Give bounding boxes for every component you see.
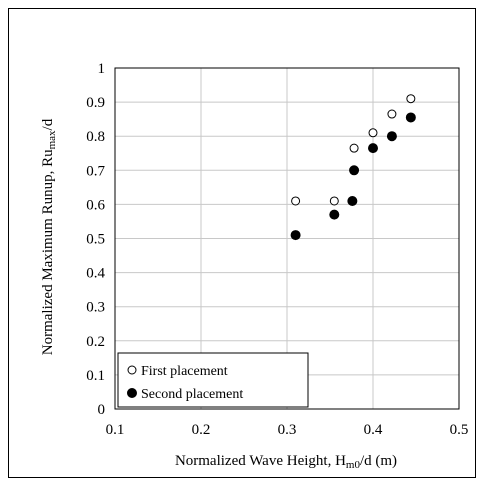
- x-tick-label: 0.5: [450, 422, 469, 438]
- y-tick-label: 0.3: [86, 300, 105, 316]
- legend: First placement Second placement: [117, 352, 309, 408]
- x-tick-label: 0.4: [364, 422, 383, 438]
- data-point-second-placement: [405, 112, 416, 123]
- legend-box: [117, 352, 309, 408]
- y-tick-label: 0.5: [86, 232, 105, 248]
- data-point-first-placement: [368, 128, 378, 138]
- data-point-second-placement: [349, 165, 360, 176]
- y-tick-label: 0.9: [86, 95, 105, 111]
- data-point-first-placement: [349, 143, 359, 153]
- legend-label-second-placement: Second placement: [141, 387, 243, 402]
- plot-area-border: [114, 67, 460, 410]
- x-axis-title: Normalized Wave Height, Hm0/d (m): [175, 453, 397, 469]
- data-point-second-placement: [347, 195, 358, 206]
- y-tick-label: 0.6: [86, 197, 105, 213]
- data-point-first-placement: [329, 196, 339, 206]
- x-tick-label: 0.3: [278, 422, 297, 438]
- y-tick-label: 0.8: [86, 129, 105, 145]
- y-tick-label: 0.4: [86, 266, 105, 282]
- y-axis-ticks: 0 0.1 0.2 0.3 0.4 0.5 0.6 0.7 0.8 0.9 1: [86, 61, 105, 418]
- data-point-second-placement: [329, 209, 340, 220]
- data-point-second-placement: [290, 230, 301, 241]
- x-tick-label: 0.2: [192, 422, 211, 438]
- data-point-second-placement: [386, 131, 397, 142]
- y-tick-label: 0: [98, 402, 106, 418]
- y-tick-label: 0.7: [86, 163, 105, 179]
- x-tick-label: 0.1: [106, 422, 125, 438]
- data-point-second-placement: [368, 143, 378, 154]
- data-point-first-placement: [291, 196, 301, 206]
- data-points: [290, 94, 416, 241]
- y-tick-label: 0.1: [86, 368, 105, 384]
- x-axis-ticks: 0.1 0.2 0.3 0.4 0.5: [106, 422, 469, 438]
- legend-marker-second-placement: [127, 388, 137, 398]
- data-point-first-placement: [406, 94, 416, 104]
- data-point-first-placement: [387, 109, 397, 119]
- legend-label-first-placement: First placement: [141, 364, 228, 379]
- y-tick-label: 1: [98, 61, 106, 77]
- y-tick-label: 0.2: [86, 334, 105, 350]
- legend-marker-first-placement: [127, 365, 137, 375]
- y-axis-title: Normalized Maximum Runup, Rumax/d: [40, 118, 58, 355]
